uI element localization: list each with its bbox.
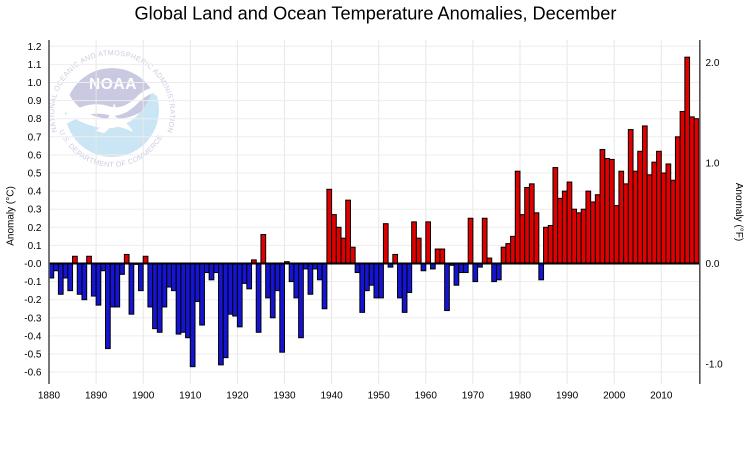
svg-text:NOAA: NOAA [89,76,137,93]
svg-text:-0.2: -0.2 [24,295,42,306]
svg-text:2.0: 2.0 [706,58,720,69]
svg-text:-0.4: -0.4 [24,331,42,342]
svg-text:1920: 1920 [226,391,249,402]
svg-text:-0.5: -0.5 [24,350,42,361]
svg-text:1910: 1910 [179,391,202,402]
svg-text:Global Land and Ocean Temperat: Global Land and Ocean Temperature Anomal… [135,4,617,24]
svg-text:1960: 1960 [415,391,438,402]
svg-text:2000: 2000 [603,391,626,402]
svg-text:0.2: 0.2 [28,223,42,234]
svg-text:0.7: 0.7 [28,132,42,143]
svg-text:0.6: 0.6 [28,150,42,161]
svg-text:1.0: 1.0 [28,78,42,89]
svg-text:1.2: 1.2 [28,42,42,53]
svg-text:0.8: 0.8 [28,114,42,125]
svg-text:1980: 1980 [509,391,532,402]
svg-text:1.0: 1.0 [706,158,720,169]
svg-text:-1.0: -1.0 [706,360,724,371]
svg-text:2010: 2010 [650,391,673,402]
svg-text:1.1: 1.1 [28,60,42,71]
svg-text:Anomaly (°C): Anomaly (°C) [6,186,17,246]
svg-text:0.0: 0.0 [706,259,720,270]
svg-text:0.4: 0.4 [28,187,42,198]
svg-text:1990: 1990 [556,391,579,402]
svg-text:0.9: 0.9 [28,96,42,107]
svg-text:-0.6: -0.6 [24,368,42,379]
svg-text:1970: 1970 [462,391,485,402]
svg-text:0.5: 0.5 [28,169,42,180]
svg-text:-0.1: -0.1 [24,277,42,288]
svg-text:0.3: 0.3 [28,205,42,216]
svg-text:1950: 1950 [368,391,391,402]
svg-text:1900: 1900 [132,391,155,402]
svg-text:1930: 1930 [273,391,296,402]
svg-text:0.1: 0.1 [28,241,42,252]
svg-text:1890: 1890 [85,391,108,402]
svg-text:-0.0: -0.0 [24,259,42,270]
svg-text:1880: 1880 [38,391,61,402]
svg-text:1940: 1940 [320,391,343,402]
svg-text:-0.3: -0.3 [24,313,42,324]
svg-text:Anomaly (°F): Anomaly (°F) [733,183,744,241]
